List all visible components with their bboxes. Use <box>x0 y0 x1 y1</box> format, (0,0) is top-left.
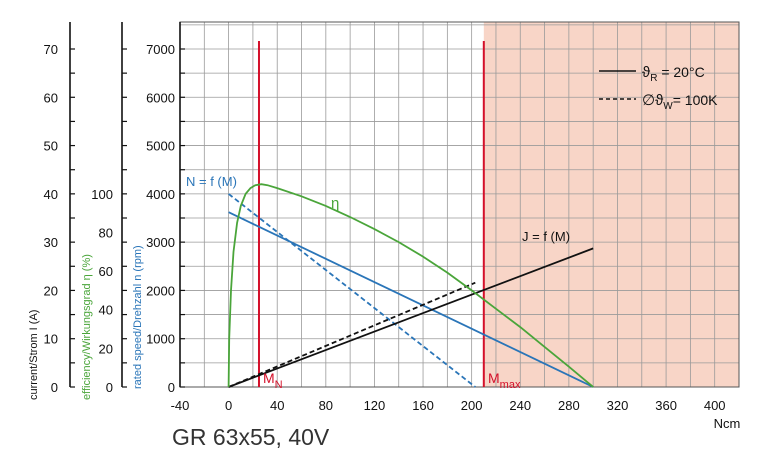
x-tick-label: 360 <box>655 398 677 413</box>
efficiency-tick-label: 20 <box>99 341 113 356</box>
series-speed-solid <box>228 211 594 388</box>
series-speed-dashed <box>228 193 476 388</box>
x-tick-label: 320 <box>607 398 629 413</box>
speed-tick-label: 7000 <box>146 42 175 57</box>
speed-tick-label: 6000 <box>146 90 175 105</box>
torque-markers <box>257 41 485 387</box>
efficiency-tick-label: 80 <box>99 225 113 240</box>
legend-entry-2-sub: W <box>663 101 673 112</box>
speed-tick-label: 3000 <box>146 235 175 250</box>
x-unit-label: Ncm <box>714 416 741 431</box>
marker-mmax-letter: M <box>488 370 500 386</box>
legend-entry-2-symbol: ∅ϑ <box>642 92 664 109</box>
current-tick-label: 20 <box>44 283 58 298</box>
x-tick-label: 80 <box>319 398 333 413</box>
series-group <box>227 183 594 388</box>
marker-mmax-label: Mmax <box>488 370 521 391</box>
current-tick-label: 10 <box>44 332 58 347</box>
speed-tick-label: 1000 <box>146 332 175 347</box>
legend-entry-2: ∅ϑW= 100K <box>642 92 718 112</box>
chart-subtitle: GR 63x55, 40V <box>172 424 330 450</box>
efficiency-axis-title: efficiency/Wirkungsgrad η (%) <box>81 254 93 400</box>
marker-mn-label: MN <box>263 370 283 391</box>
efficiency-tick-label: 100 <box>91 187 113 202</box>
grid <box>179 21 740 388</box>
current-tick-label: 50 <box>44 139 58 154</box>
efficiency-tick-label: 40 <box>99 303 113 318</box>
x-tick-label: 240 <box>509 398 531 413</box>
x-tick-label: 200 <box>461 398 483 413</box>
speed-curve-label: N = f (M) <box>186 174 237 189</box>
current-tick-label: 30 <box>44 235 58 250</box>
axes <box>69 22 185 388</box>
speed-tick-label: 4000 <box>146 187 175 202</box>
legend-entry-1-symbol: ϑ <box>642 64 651 81</box>
efficiency-tick-label: 60 <box>99 264 113 279</box>
x-tick-label: 40 <box>270 398 284 413</box>
tick-labels: -40 0 40 80 120 160 200 240 280 320 360 40001000200… <box>44 42 726 413</box>
speed-tick-label: 2000 <box>146 283 175 298</box>
series-efficiency-solid <box>227 183 594 388</box>
current-tick-label: 70 <box>44 42 58 57</box>
x-tick-label: 120 <box>364 398 386 413</box>
speed-tick-label: 5000 <box>146 139 175 154</box>
current-tick-label: 60 <box>44 90 58 105</box>
legend-entry-1: ϑR = 20°C <box>642 64 705 84</box>
speed-axis-title: rated speed/Drehzahl n (rpm) <box>132 245 144 389</box>
marker-mmax-sub: max <box>500 379 521 391</box>
legend-entry-1-sub: R <box>650 73 657 84</box>
series-current-solid <box>228 247 594 388</box>
efficiency-curve-label: η <box>331 195 339 212</box>
legend-entry-2-text: = 100K <box>673 92 718 108</box>
marker-mn-sub: N <box>275 379 283 391</box>
x-tick-label: -40 <box>171 398 190 413</box>
current-curve-label: J = f (M) <box>522 229 570 244</box>
legend: ϑR = 20°C ∅ϑW= 100K <box>599 64 718 112</box>
current-tick-label: 40 <box>44 187 58 202</box>
efficiency-tick-label: 0 <box>106 380 113 395</box>
speed-tick-label: 0 <box>168 380 175 395</box>
marker-mn-letter: M <box>263 370 275 386</box>
x-tick-label: 280 <box>558 398 580 413</box>
x-tick-label: 400 <box>704 398 726 413</box>
x-tick-label: 0 <box>225 398 232 413</box>
legend-entry-1-text: = 20°C <box>657 64 704 80</box>
current-axis-title: current/Strom I (A) <box>28 310 40 400</box>
x-tick-label: 160 <box>412 398 434 413</box>
series-current-dashed <box>228 281 476 388</box>
overload-region <box>483 22 739 387</box>
current-tick-label: 0 <box>51 380 58 395</box>
